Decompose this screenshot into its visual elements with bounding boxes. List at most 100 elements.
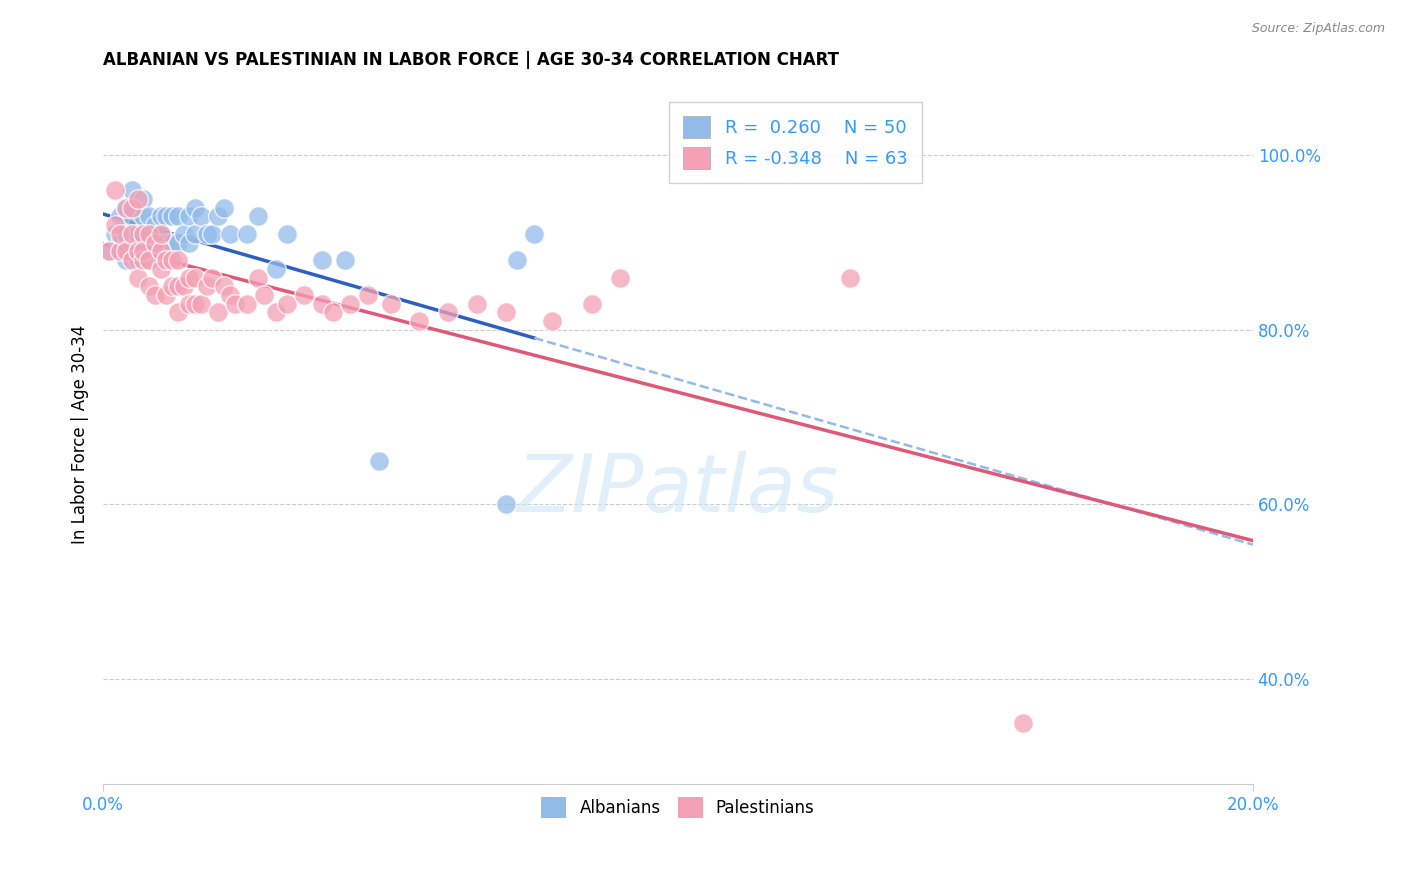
- Point: [155, 235, 177, 250]
- Point: [121, 183, 143, 197]
- Point: [167, 279, 190, 293]
- Point: [155, 253, 177, 268]
- Point: [195, 279, 218, 293]
- Text: Source: ZipAtlas.com: Source: ZipAtlas.com: [1251, 22, 1385, 36]
- Point: [132, 192, 155, 206]
- Point: [224, 296, 246, 310]
- Point: [311, 253, 333, 268]
- Y-axis label: In Labor Force | Age 30-34: In Labor Force | Age 30-34: [72, 325, 89, 544]
- Point: [110, 227, 132, 241]
- Point: [121, 201, 143, 215]
- Point: [138, 210, 160, 224]
- Point: [132, 244, 155, 259]
- Point: [160, 253, 183, 268]
- Point: [97, 244, 120, 259]
- Point: [207, 305, 229, 319]
- Point: [408, 314, 430, 328]
- Point: [97, 244, 120, 259]
- Point: [236, 227, 259, 241]
- Point: [167, 210, 190, 224]
- Point: [121, 227, 143, 241]
- Point: [121, 210, 143, 224]
- Point: [339, 296, 361, 310]
- Point: [138, 279, 160, 293]
- Point: [138, 227, 160, 241]
- Point: [218, 288, 240, 302]
- Point: [179, 270, 201, 285]
- Point: [138, 253, 160, 268]
- Point: [149, 227, 172, 241]
- Point: [115, 253, 138, 268]
- Point: [276, 296, 298, 310]
- Point: [540, 314, 562, 328]
- Point: [143, 244, 166, 259]
- Point: [506, 253, 529, 268]
- Point: [380, 296, 402, 310]
- Point: [115, 244, 138, 259]
- Point: [201, 227, 224, 241]
- Point: [1012, 715, 1035, 730]
- Point: [218, 227, 240, 241]
- Point: [167, 305, 190, 319]
- Point: [523, 227, 546, 241]
- Point: [132, 253, 155, 268]
- Point: [110, 244, 132, 259]
- Point: [127, 244, 149, 259]
- Point: [110, 235, 132, 250]
- Point: [132, 210, 155, 224]
- Point: [253, 288, 276, 302]
- Point: [115, 201, 138, 215]
- Point: [212, 201, 235, 215]
- Point: [207, 210, 229, 224]
- Point: [155, 210, 177, 224]
- Point: [609, 270, 631, 285]
- Point: [465, 296, 488, 310]
- Point: [143, 235, 166, 250]
- Point: [155, 288, 177, 302]
- Point: [149, 210, 172, 224]
- Point: [264, 305, 287, 319]
- Point: [132, 235, 155, 250]
- Point: [495, 305, 517, 319]
- Point: [247, 270, 270, 285]
- Point: [121, 253, 143, 268]
- Point: [104, 183, 127, 197]
- Point: [132, 227, 155, 241]
- Point: [104, 227, 127, 241]
- Point: [160, 235, 183, 250]
- Point: [149, 227, 172, 241]
- Point: [201, 270, 224, 285]
- Point: [276, 227, 298, 241]
- Point: [311, 296, 333, 310]
- Point: [173, 279, 195, 293]
- Point: [437, 305, 460, 319]
- Point: [333, 253, 356, 268]
- Point: [149, 253, 172, 268]
- Point: [190, 210, 212, 224]
- Text: ALBANIAN VS PALESTINIAN IN LABOR FORCE | AGE 30-34 CORRELATION CHART: ALBANIAN VS PALESTINIAN IN LABOR FORCE |…: [103, 51, 839, 69]
- Point: [143, 218, 166, 232]
- Point: [160, 210, 183, 224]
- Point: [110, 210, 132, 224]
- Point: [127, 227, 149, 241]
- Point: [247, 210, 270, 224]
- Point: [167, 235, 190, 250]
- Point: [184, 296, 207, 310]
- Point: [212, 279, 235, 293]
- Point: [195, 227, 218, 241]
- Point: [138, 227, 160, 241]
- Point: [127, 270, 149, 285]
- Text: ZIPatlas: ZIPatlas: [517, 451, 839, 530]
- Point: [115, 227, 138, 241]
- Point: [173, 227, 195, 241]
- Point: [190, 296, 212, 310]
- Point: [138, 253, 160, 268]
- Point: [581, 296, 603, 310]
- Point: [127, 192, 149, 206]
- Point: [179, 210, 201, 224]
- Point: [184, 227, 207, 241]
- Point: [184, 270, 207, 285]
- Point: [368, 454, 391, 468]
- Point: [115, 201, 138, 215]
- Point: [121, 235, 143, 250]
